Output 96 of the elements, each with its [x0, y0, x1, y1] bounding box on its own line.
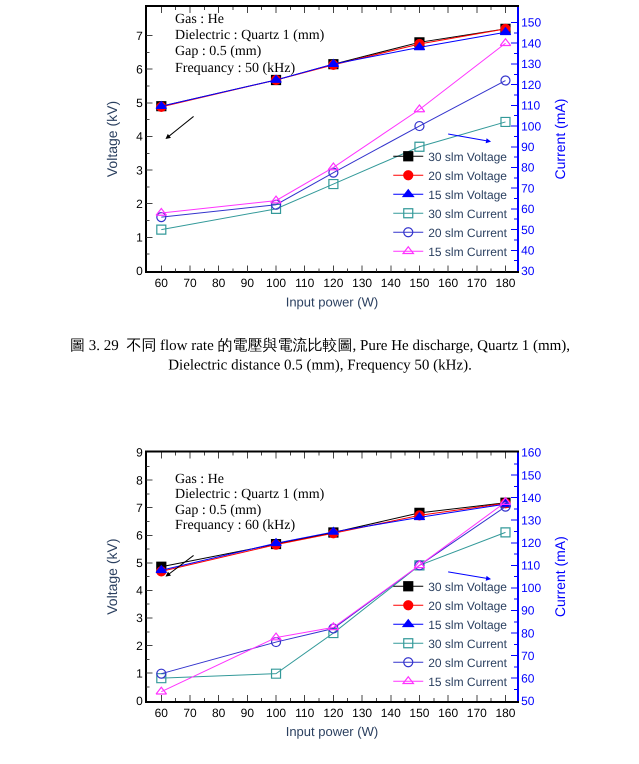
y2-tick-label: 120	[521, 536, 542, 550]
y-tick-label: 1	[136, 230, 144, 245]
legend-label: 20 slm Voltage	[428, 598, 508, 613]
legend-label: 30 slm Voltage	[428, 580, 508, 594]
y2-tick-label: 110	[521, 98, 541, 113]
x-tick-label: 110	[295, 706, 315, 720]
x-tick-label: 70	[183, 706, 197, 720]
x-axis-title: Input power (W)	[286, 294, 378, 310]
y-tick-label: 8	[136, 473, 144, 488]
x-tick-label: 140	[380, 706, 402, 720]
y-tick-label: 3	[136, 163, 144, 178]
x-tick-label: 60	[154, 276, 168, 290]
legend-label: 15 slm Current	[428, 244, 508, 259]
x-tick-label: 180	[495, 276, 516, 290]
y2-tick-label: 140	[521, 36, 542, 50]
y-tick-label: 2	[136, 638, 144, 653]
annotation: Gas : He	[175, 12, 224, 27]
x-tick-label: 100	[266, 276, 286, 290]
y2-tick-label: 50	[521, 694, 535, 708]
y2-tick-label: 150	[521, 16, 542, 30]
legend-label: 15 slm Voltage	[428, 188, 508, 202]
y2-tick-label: 30	[521, 264, 535, 278]
y2-tick-label: 150	[521, 468, 542, 482]
x-tick-label: 140	[380, 276, 402, 290]
y2-tick-label: 70	[521, 648, 535, 663]
x-tick-label: 100	[266, 706, 286, 720]
y2-tick-label: 80	[521, 160, 535, 175]
y-tick-label: 5	[136, 96, 144, 110]
annotation: Frequancy : 50 (kHz)	[175, 61, 296, 76]
annotation: Gap : 0.5 (mm)	[175, 44, 262, 59]
legend-label: 20 slm Voltage	[428, 168, 508, 183]
y-tick-label: 4	[136, 584, 144, 598]
legend-label: 30 slm Current	[428, 636, 508, 651]
y2-tick-label: 160	[521, 446, 542, 460]
legend-label: 20 slm Current	[428, 226, 508, 240]
y2-axis-title: Current (mA)	[552, 98, 568, 180]
x-tick-label: 130	[352, 276, 372, 290]
y2-axis-title: Current (mA)	[552, 536, 568, 618]
y-tick-label: 6	[136, 62, 144, 76]
x-tick-label: 160	[438, 706, 458, 720]
y2-tick-label: 70	[521, 181, 535, 196]
y2-tick-label: 130	[521, 513, 542, 528]
annotation: Gap : 0.5 (mm)	[175, 503, 262, 518]
annotation: Gas : He	[175, 472, 224, 487]
x-tick-label: 170	[466, 276, 488, 290]
x-axis-title: Input power (W)	[286, 724, 378, 739]
y-tick-label: 1	[136, 666, 144, 680]
y2-tick-label: 80	[521, 626, 535, 640]
annotation: Frequancy : 60 (kHz)	[175, 518, 296, 533]
y2-tick-label: 90	[521, 604, 535, 618]
y-tick-label: 0	[136, 264, 144, 278]
x-tick-label: 70	[183, 276, 197, 290]
y2-tick-label: 120	[521, 78, 542, 92]
annotation: Dielectric : Quartz 1 (mm)	[175, 487, 325, 502]
y2-tick-label: 100	[521, 119, 542, 134]
annotation: Dielectric : Quartz 1 (mm)	[175, 28, 325, 43]
x-tick-label: 130	[352, 706, 372, 720]
x-tick-label: 90	[240, 276, 254, 290]
x-tick-label: 90	[240, 706, 254, 720]
y-tick-label: 6	[136, 528, 144, 542]
legend-label: 15 slm Current	[428, 674, 508, 689]
x-tick-label: 110	[295, 276, 315, 290]
y2-tick-label: 60	[521, 202, 535, 216]
y2-tick-label: 50	[521, 222, 535, 237]
y-axis-title: Voltage (kV)	[104, 100, 120, 178]
y2-tick-label: 40	[521, 243, 535, 258]
y2-tick-label: 90	[521, 140, 535, 154]
y2-tick-label: 130	[521, 57, 542, 72]
y2-tick-label: 140	[521, 490, 542, 505]
legend-label: 30 slm Voltage	[428, 150, 508, 164]
y-tick-label: 5	[136, 556, 144, 570]
caption: 圖 3. 29 不同 flow rate 的電壓與電流比較圖, Pure He discharge, Quartz 1 (mm), Dielectric distance 0.5 (mm), Frequency 50 (kHz).	[70, 337, 570, 374]
y-tick-label: 7	[136, 28, 144, 43]
x-tick-label: 120	[323, 706, 344, 720]
y-tick-label: 2	[136, 196, 144, 211]
x-tick-label: 170	[466, 706, 488, 720]
y2-tick-label: 110	[521, 558, 541, 573]
y-tick-label: 3	[136, 611, 144, 626]
x-tick-label: 180	[495, 706, 516, 720]
y2-tick-label: 100	[521, 581, 542, 596]
x-tick-label: 80	[212, 276, 226, 290]
y2-tick-label: 60	[521, 671, 535, 686]
x-tick-label: 60	[154, 706, 168, 720]
x-tick-label: 150	[409, 706, 430, 720]
x-tick-label: 150	[409, 276, 430, 290]
legend-label: 20 slm Current	[428, 656, 508, 670]
x-tick-label: 80	[212, 706, 226, 720]
legend-label: 15 slm Voltage	[428, 618, 508, 632]
x-tick-label: 160	[438, 276, 458, 290]
y-tick-label: 7	[136, 500, 144, 515]
y-tick-label: 0	[136, 694, 144, 708]
x-tick-label: 120	[323, 276, 344, 290]
y-tick-label: 4	[136, 130, 144, 144]
y-tick-label: 9	[136, 446, 144, 460]
y-axis-title: Voltage (kV)	[104, 538, 120, 615]
legend-label: 30 slm Current	[428, 206, 508, 221]
